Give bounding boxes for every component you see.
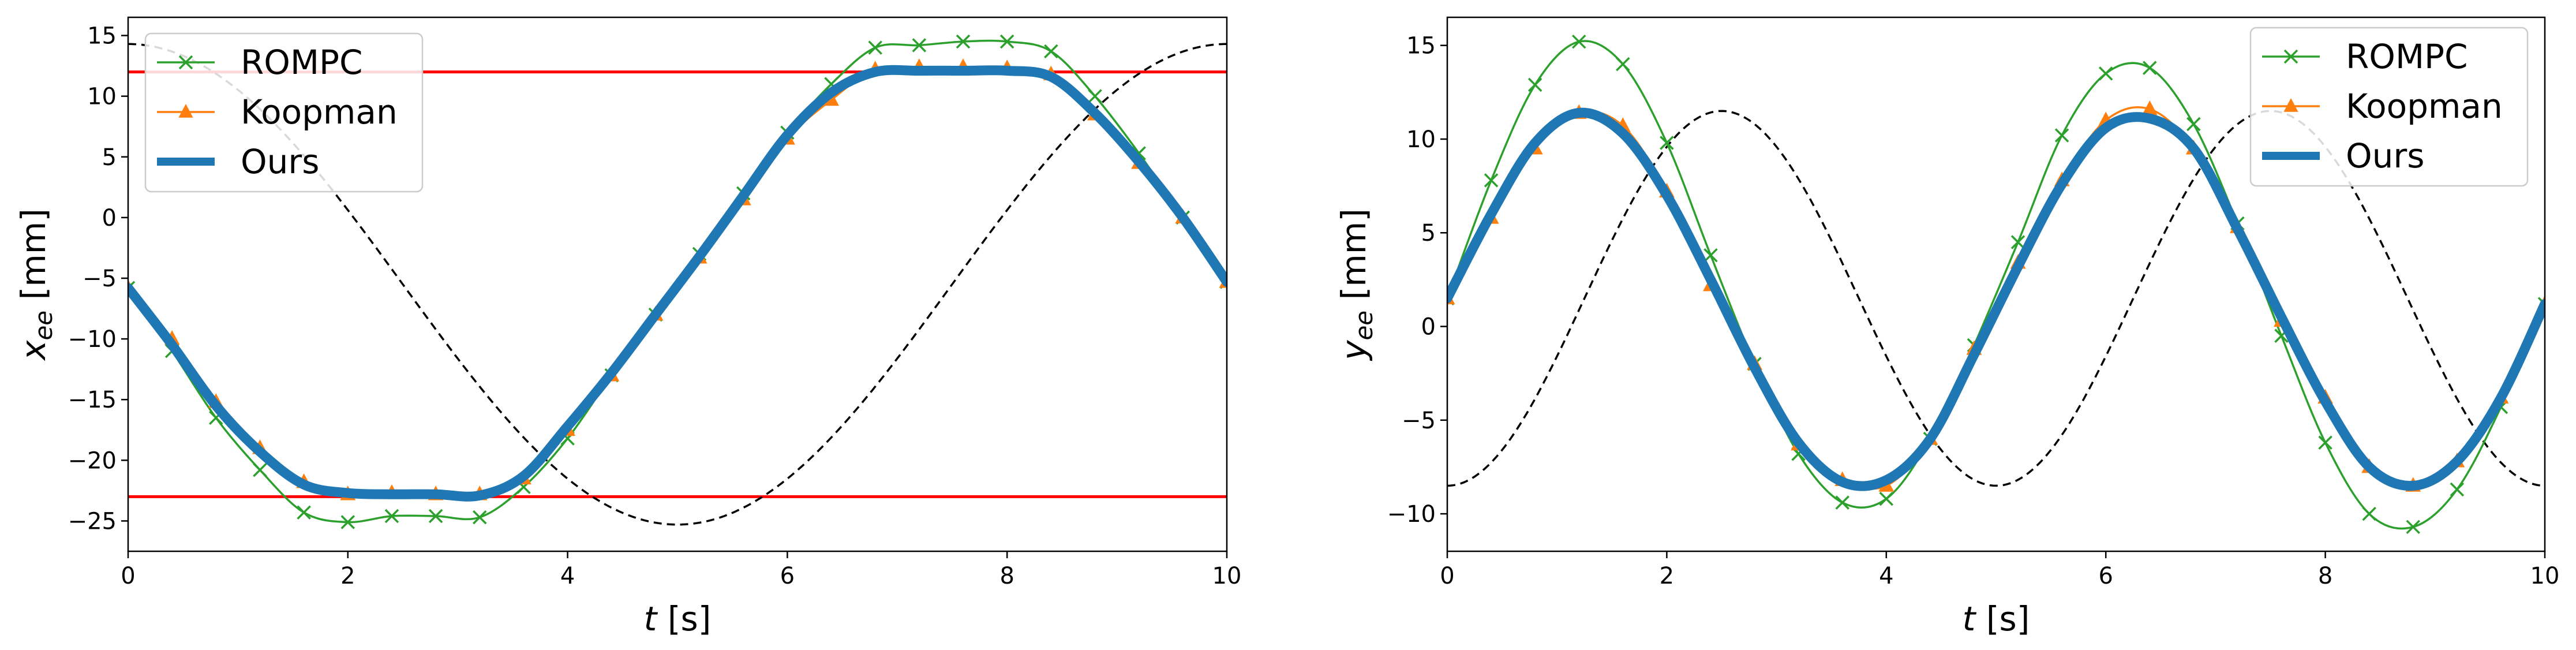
point-rompc [2098,66,2113,81]
y-tick-label: −20 [68,447,117,474]
x-tick-label: 6 [2098,563,2113,589]
point-rompc [340,515,355,529]
point-rompc [473,510,487,525]
point-rompc [1835,495,1849,510]
series-line-ours [1447,107,2545,491]
legend-item-ours: Ours [157,142,319,181]
series-line-rompc [1447,40,2545,530]
y-tick-label: 10 [87,84,117,110]
y-tick-label: −25 [68,508,117,535]
x-tick-label: 0 [1440,563,1454,589]
x-axis-label: t [s] [1963,599,2030,638]
point-rompc [868,40,882,55]
axes-frame [1446,16,2546,552]
y-tick-label: −5 [1402,408,1436,434]
y-tick-label: 15 [87,23,117,50]
series-line-ours [128,65,1227,502]
legend-item-rompc: ROMPC [157,43,362,82]
legend-label: Ours [241,142,319,181]
legend-box [2249,27,2529,187]
y-tick-label: −10 [1387,501,1436,528]
legend-box [144,32,424,193]
point-rompc [1484,173,1499,188]
point-rompc [1572,34,1586,49]
legend-label: ROMPC [241,43,362,82]
y-tick-label: 5 [1421,220,1436,246]
point-rompc [2010,235,2025,249]
y-tick-label: −10 [68,326,117,353]
x-tick-label: 0 [121,563,135,589]
point-rompc [912,38,927,53]
legend-label: ROMPC [2346,37,2468,76]
legend-label: Koopman [2346,87,2503,126]
y-tick-label: 15 [1406,33,1436,59]
point-rompc [384,509,399,524]
legend: ROMPC Koopman Ours [144,32,424,193]
legend-item-koopman: Koopman [157,92,398,132]
legend-marker [2283,49,2298,64]
legend-marker [178,104,193,118]
x-tick-label: 8 [2318,563,2332,589]
x-tick-label: 10 [2530,563,2560,589]
y-tick-label: 0 [102,205,117,231]
reference-curve [1447,110,2545,487]
legend-marker [2283,98,2298,112]
point-rompc [999,34,1014,49]
point-rompc [2362,506,2376,521]
axes-frame [127,16,1228,552]
point-rompc [1088,89,1102,103]
legend-item-koopman: Koopman [2262,87,2503,126]
x-axis-label: t [s] [644,599,712,638]
point-rompc [253,462,267,477]
x-ee-plot: 0 2 4 6 8 10 −25 −20 −15 −10 −5 0 5 10 15 t [s] xee [mm]… [14,16,1242,638]
point-rompc [2406,520,2420,535]
point-rompc [1527,77,1542,92]
y-ee-plot: 0 2 4 6 8 10 −10 −5 0 5 10 15 t [s] yee [mm] ROMPC Koop… [1334,16,2560,638]
x-tick-label: 4 [560,563,575,589]
point-rompc [1660,136,1674,150]
point-rompc [2186,117,2201,132]
y-tick-label: 10 [1406,126,1436,153]
point-rompc [2450,482,2465,497]
legend-marker [178,55,193,70]
series-rompc [1447,34,2545,535]
point-rompc [1616,57,1630,72]
legend-item-ours: Ours [2262,136,2424,175]
plot-area [1447,34,2545,535]
x-tick-label: 4 [1879,563,1893,589]
y-tick-label: −15 [68,387,117,413]
x-tick-label: 10 [1212,563,1242,589]
point-rompc [1879,491,1894,506]
point-rompc [2143,61,2157,75]
x-tick-label: 2 [340,563,355,589]
point-rompc [2318,435,2332,450]
point-rompc [956,34,971,49]
legend-label: Koopman [241,92,398,132]
series-ours [128,65,1227,502]
x-tick-label: 2 [1660,563,1674,589]
legend-item-rompc: ROMPC [2262,37,2468,76]
y-axis-label: yee [mm] [1334,208,1378,361]
legend-label: Ours [2346,136,2424,175]
point-rompc [1044,44,1058,59]
x-tick-label: 8 [999,563,1014,589]
series-ours [1447,107,2545,491]
y-axis-label: xee [mm] [14,208,58,361]
y-tick-label: 0 [1421,314,1436,341]
point-rompc [1703,248,1718,263]
legend: ROMPC Koopman Ours [2249,27,2529,187]
x-tick-label: 6 [780,563,795,589]
point-rompc [2054,128,2069,143]
point-rompc [297,505,311,520]
y-tick-label: 5 [102,144,117,171]
y-tick-label: −5 [83,266,117,292]
point-rompc [428,509,443,524]
